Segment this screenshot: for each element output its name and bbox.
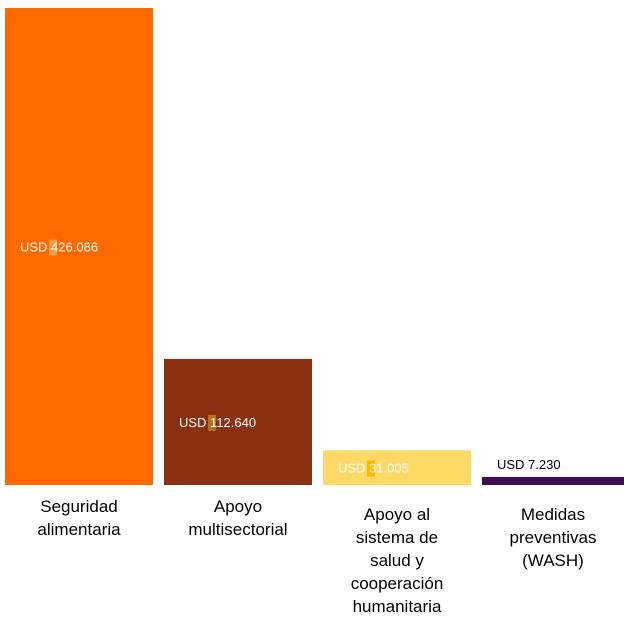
bar-seguridad-alimentaria: [5, 8, 153, 485]
category-label-apoyo-sistema-salud: Apoyo al sistema de salud y cooperación …: [350, 505, 444, 616]
data-labels-group: USD 426.086 USD 112.640 USD 31.005 USD 7.23…: [20, 239, 561, 477]
data-label-marker: [208, 414, 216, 431]
bar-medidas-preventivas-wash: [482, 476, 624, 485]
data-label-marker: [367, 460, 375, 477]
bars-group: [5, 8, 624, 485]
category-label-medidas-preventivas: Medidas preventivas (WASH): [509, 505, 597, 570]
data-label-seguridad-alimentaria: USD 426.086: [20, 240, 98, 255]
data-label-apoyo-al-sistema-de-salud-y-cooperacion-humanitaria: USD 31.005: [338, 461, 409, 476]
data-label-marker: [526, 456, 534, 473]
data-label-marker: [49, 239, 57, 256]
data-label-medidas-preventivas-wash: USD 7.230: [497, 457, 561, 472]
category-label-apoyo-multisectorial: Apoyo multisectorial: [188, 497, 288, 539]
bar-apoyo-al-sistema-de-salud-y-cooperacion-humanitaria: [323, 450, 471, 485]
category-label-seguridad-alimentaria: Seguridad alimentaria: [37, 497, 121, 539]
bar-apoyo-multisectorial: [164, 358, 312, 485]
data-label-apoyo-multisectorial: USD 112.640: [179, 415, 256, 430]
